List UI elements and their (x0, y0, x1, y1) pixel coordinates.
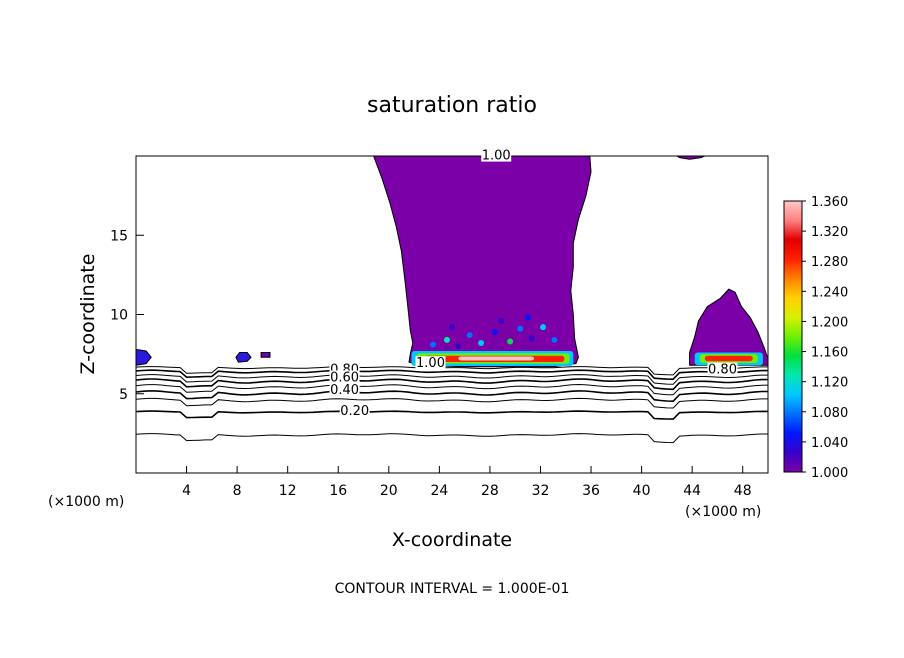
x-unit-label-right: (×1000 m) (685, 504, 761, 520)
cloud-region-main (373, 156, 592, 368)
speckle (507, 338, 514, 345)
colorbar-tick-label: 1.360 (811, 195, 848, 210)
contour-label-bg (329, 383, 360, 397)
contour-line-0.60 (136, 378, 768, 391)
cloud-region-right (689, 288, 768, 366)
contour-label: 1.00 (482, 149, 511, 164)
x-tick-label: 8 (233, 483, 242, 499)
x-tick-label: 24 (430, 483, 448, 499)
contour-line-0.50 (136, 383, 768, 396)
contour-label: 0.60 (330, 370, 359, 385)
colorbar-tick-label: 1.160 (811, 346, 848, 361)
colorbar-fill (783, 200, 803, 473)
colorbar-tick-label: 1.200 (811, 315, 848, 330)
contour-line-0.40 (136, 390, 768, 403)
colorbar-tick-label: 1.320 (811, 225, 848, 240)
speckle (540, 324, 547, 331)
colorbar-tick-label: 1.120 (811, 376, 848, 391)
colorbar: 1.360 1.320 1.280 1.240 1.200 1.160 1.120 1.080… (783, 195, 848, 481)
speckle (466, 332, 473, 339)
x-tick-label: 48 (734, 483, 752, 499)
x-tick-label: 32 (532, 483, 550, 499)
contour-label: 0.40 (330, 383, 359, 398)
x-tick-label: 12 (279, 483, 297, 499)
chart-title: saturation ratio (367, 93, 537, 118)
speckle (528, 335, 535, 342)
contour-label: 1.00 (416, 356, 445, 371)
contour-label-bg (481, 148, 512, 162)
x-tick-label: 16 (329, 483, 347, 499)
contour-line-0.70 (136, 374, 768, 385)
colorbar-tick-label: 1.000 (811, 466, 848, 481)
contour-line-0.20 (136, 410, 768, 420)
colorbar-tick-label: 1.080 (811, 406, 848, 421)
y-tick-label: 10 (110, 308, 128, 324)
contour-label-bg (339, 403, 370, 417)
speckle (524, 314, 531, 321)
contour-label: 0.80 (708, 363, 737, 378)
speckle (551, 336, 558, 343)
y-tick-label: 5 (119, 387, 128, 403)
speckle (455, 343, 462, 350)
x-unit-label: (×1000 m) (48, 494, 124, 510)
contour-label-bg (707, 362, 738, 376)
speckle (498, 317, 505, 324)
contour-label-bg (329, 370, 360, 384)
speckle (443, 336, 450, 343)
x-axis-label: X-coordinate (392, 529, 512, 551)
speckle (478, 340, 485, 347)
speckle (430, 341, 437, 348)
contour-line-0.30 (136, 397, 768, 409)
cloud-blob-tiny (260, 352, 271, 358)
x-tick-label: 28 (481, 483, 499, 499)
contour-label-bg (415, 356, 446, 370)
contour-line-0.90 (136, 366, 768, 376)
y-tick-label: 15 (110, 228, 128, 244)
y-axis-label: Z-coordinate (77, 254, 99, 375)
colorbar-tick-label: 1.040 (811, 436, 848, 451)
colorbar-tick-label: 1.240 (811, 285, 848, 300)
colorbar-tick-label: 1.280 (811, 255, 848, 270)
contour-label: 0.20 (340, 404, 369, 419)
cloud-blob-left (136, 348, 152, 366)
speckle (449, 324, 455, 331)
band-red-right (704, 355, 753, 362)
x-tick-label: 40 (633, 483, 651, 499)
plot-area (136, 156, 768, 444)
cloud-blob-small (235, 352, 252, 363)
x-tick-label: 20 (380, 483, 398, 499)
contour-interval-text: CONTOUR INTERVAL = 1.000E-01 (335, 581, 570, 597)
contour-line-0.80 (136, 369, 768, 381)
x-tick-label: 4 (182, 483, 191, 499)
speckle (517, 325, 524, 332)
speckle (491, 328, 498, 335)
x-tick-label: 36 (582, 483, 600, 499)
contour-line-0.10 (136, 433, 768, 444)
x-tick-label: 44 (683, 483, 701, 499)
band-pink (458, 356, 535, 361)
